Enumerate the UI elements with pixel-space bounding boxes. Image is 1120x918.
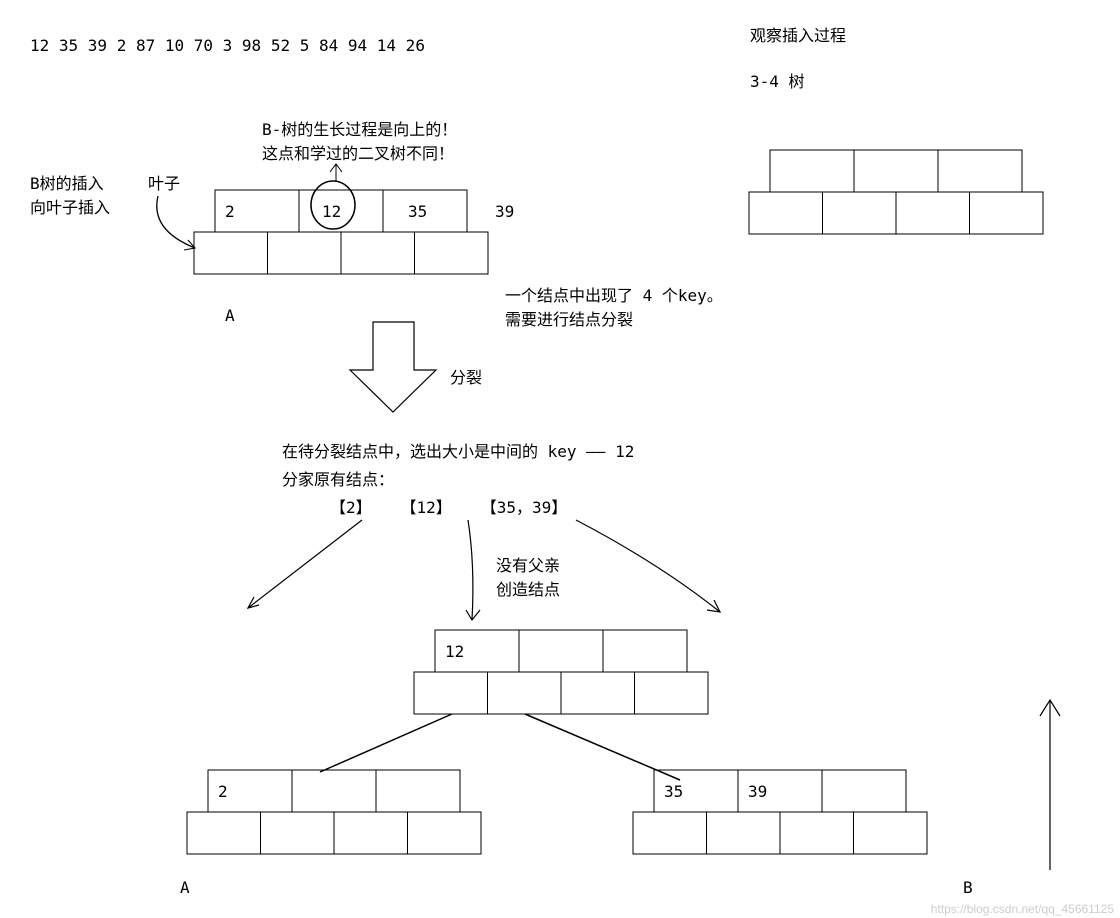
cell-parent-12: 12 (445, 642, 464, 661)
leaf-curve-arrow (157, 196, 195, 248)
cell-br-35: 35 (664, 782, 683, 801)
node-bottom-left: 2 (187, 770, 481, 854)
node-mid-parent: 12 (414, 630, 708, 714)
edge-left (320, 714, 452, 772)
cell-35: 35 (408, 202, 427, 221)
cell-br-39: 39 (748, 782, 767, 801)
node-top-right (749, 150, 1043, 234)
split-arrow-icon (350, 322, 436, 412)
cell-bl-2: 2 (218, 782, 228, 801)
cell-12: 12 (322, 202, 341, 221)
cell-2: 2 (225, 202, 235, 221)
diagram-svg: 2 12 35 12 (0, 0, 1120, 918)
node-bottom-right: 35 39 (633, 770, 927, 854)
split-fanout-arrows (248, 520, 720, 620)
node-top-left: 2 12 35 (194, 181, 488, 274)
tall-up-arrow-icon (1040, 700, 1060, 870)
